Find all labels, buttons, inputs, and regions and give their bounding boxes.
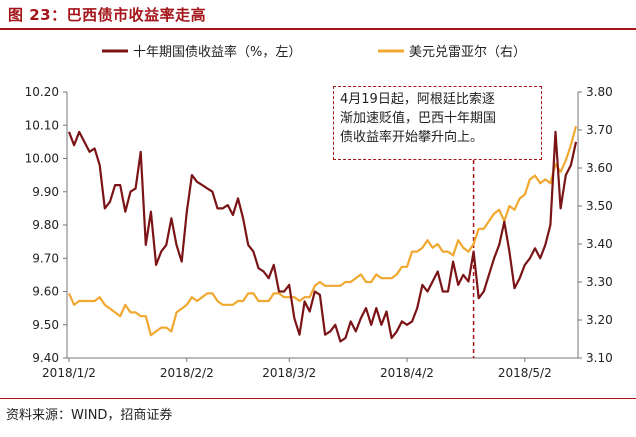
series-line-bond-yield bbox=[67, 130, 578, 343]
annotation-line-3: 债收益率开始攀升向上。 bbox=[340, 130, 484, 145]
right-tick-label: 3.50 bbox=[586, 199, 613, 213]
left-tick-label: 9.40 bbox=[32, 351, 59, 365]
footer-divider bbox=[0, 398, 636, 399]
figure-title: 图 23：巴西债市收益率走高 bbox=[8, 6, 207, 24]
title-divider bbox=[0, 28, 636, 30]
annotation-line-1: 4月19日起，阿根廷比索逐 bbox=[340, 92, 495, 107]
annotation-line-2: 渐加速贬值，巴西十年期国 bbox=[340, 111, 497, 126]
right-tick-label: 3.70 bbox=[586, 123, 613, 137]
left-tick-label: 10.00 bbox=[25, 152, 59, 166]
x-tick-label: 2018/2/2 bbox=[160, 366, 214, 380]
right-tick-label: 3.80 bbox=[586, 85, 613, 99]
source-note: 资料来源：WIND，招商证券 bbox=[6, 408, 173, 423]
left-tick-label: 9.70 bbox=[32, 251, 59, 265]
x-tick-label: 2018/1/2 bbox=[42, 366, 96, 380]
left-tick-label: 9.80 bbox=[32, 218, 59, 232]
right-tick-label: 3.60 bbox=[586, 161, 613, 175]
right-tick-label: 3.20 bbox=[586, 313, 613, 327]
legend: 十年期国债收益率（%，左） 美元兑雷亚尔（右） bbox=[102, 44, 526, 60]
left-tick-label: 9.60 bbox=[32, 285, 59, 299]
left-tick-label: 9.50 bbox=[32, 318, 59, 332]
legend-label-fx: 美元兑雷亚尔（右） bbox=[409, 45, 526, 60]
line-chart: 十年期国债收益率（%，左） 美元兑雷亚尔（右） 10.20 10.10 10.00 9… bbox=[25, 44, 613, 380]
left-tick-label: 10.10 bbox=[25, 118, 59, 132]
right-axis-ticks: 3.80 3.70 3.60 3.50 3.40 3.30 3.20 3.10 bbox=[578, 85, 613, 365]
right-tick-label: 3.30 bbox=[586, 275, 613, 289]
x-tick-label: 2018/3/2 bbox=[262, 366, 316, 380]
x-axis-ticks: 2018/1/2 2018/2/2 2018/3/2 2018/4/2 2018/5/2 bbox=[42, 358, 552, 380]
right-tick-label: 3.40 bbox=[586, 237, 613, 251]
left-axis-ticks: 10.20 10.10 10.00 9.90 9.80 9.70 9.60 9.50 9.40 bbox=[25, 85, 67, 365]
x-tick-label: 2018/5/2 bbox=[498, 366, 552, 380]
left-tick-label: 9.90 bbox=[32, 185, 59, 199]
annotation-box: 4月19日起，阿根廷比索逐 渐加速贬值，巴西十年期国 债收益率开始攀升向上。 bbox=[333, 86, 542, 160]
right-tick-label: 3.10 bbox=[586, 351, 613, 365]
x-tick-label: 2018/4/2 bbox=[380, 366, 434, 380]
series-line-usd-brl bbox=[67, 125, 578, 337]
left-tick-label: 10.20 bbox=[25, 85, 59, 99]
legend-label-yield: 十年期国债收益率（%，左） bbox=[133, 44, 301, 60]
